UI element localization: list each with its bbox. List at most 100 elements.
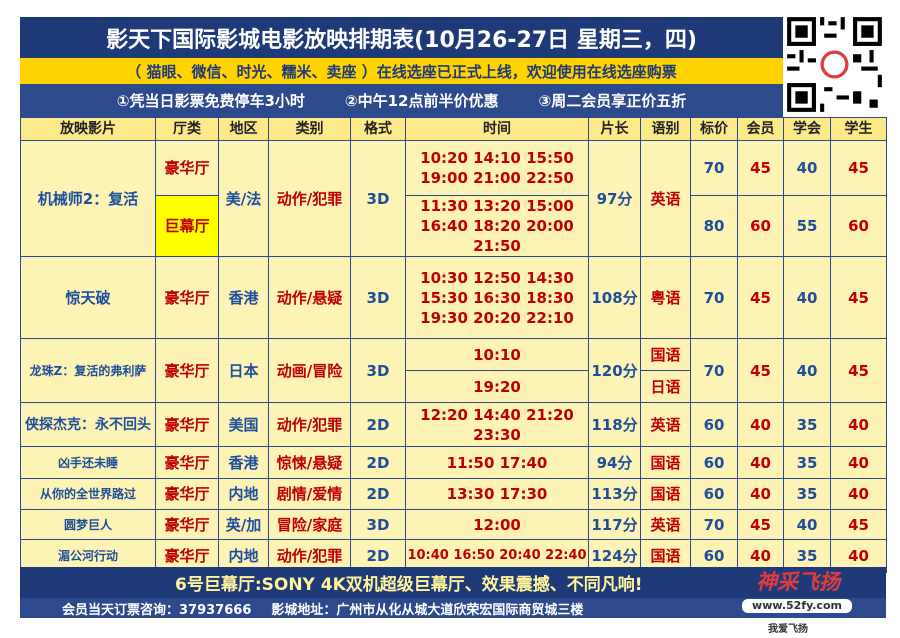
slogan: 我爱飞扬 (768, 624, 808, 635)
price: 45 (830, 256, 887, 339)
col-header: 放映影片 (20, 117, 156, 141)
region: 内地 (218, 478, 269, 510)
price: 45 (830, 140, 887, 196)
time-line: 23:30 (473, 425, 521, 444)
footer-info: 会员当天订票咨询：37937666 影城地址：广州市从化从城大道欣荣宏国际商贸城… (20, 598, 886, 618)
time-line: 21:50 (473, 237, 521, 255)
price: 40 (737, 402, 784, 447)
price: 45 (737, 256, 784, 339)
showtimes: 12:00 (405, 509, 589, 540)
film: 侠探杰克：永不回头 (20, 402, 156, 447)
region: 英/加 (218, 509, 269, 540)
language: 英语 (640, 402, 691, 447)
length: 108分 (588, 256, 641, 339)
showtimes: 12:20 14:40 21:20 23:30 (405, 402, 589, 447)
price: 45 (830, 338, 887, 403)
hall: 豪华厅 (155, 140, 219, 196)
col-header: 格式 (350, 117, 406, 141)
col-header: 学会 (783, 117, 831, 141)
price: 60 (737, 195, 784, 257)
price: 55 (783, 195, 831, 257)
hall: 豪华厅 (155, 402, 219, 447)
genre: 动作/悬疑 (268, 256, 351, 339)
price: 60 (690, 402, 738, 447)
showtimes: 10:10 (405, 338, 589, 371)
price: 60 (690, 478, 738, 510)
perk: ①凭当日影票免费停车3小时 (116, 92, 305, 110)
price: 35 (783, 402, 831, 447)
price: 45 (737, 338, 784, 403)
genre: 动作/犯罪 (268, 402, 351, 447)
showtimes: 10:30 12:50 14:30 15:30 16:30 18:30 19:30 … (405, 256, 589, 339)
perk: ③周二会员享正价五折 (538, 92, 687, 110)
price: 45 (737, 140, 784, 196)
qr-code (783, 13, 886, 116)
price: 35 (783, 478, 831, 510)
region: 日本 (218, 338, 269, 403)
time-line: 10:20 14:10 15:50 (420, 149, 574, 167)
title: 影天下国际影城电影放映排期表(10月26-27日 星期三，四) (20, 17, 783, 58)
language: 英语 (640, 140, 691, 257)
length: 97分 (588, 140, 641, 257)
time-line: 12:20 14:40 21:20 (420, 405, 574, 424)
time-line: 16:40 18:20 20:00 (420, 217, 574, 235)
price: 70 (690, 338, 738, 403)
price: 70 (690, 509, 738, 540)
price: 45 (830, 509, 887, 540)
film: 机械师2：复活 (20, 140, 156, 257)
showtimes: 19:20 (405, 370, 589, 403)
genre: 冒险/家庭 (268, 509, 351, 540)
price: 45 (737, 509, 784, 540)
genre: 动画/冒险 (268, 338, 351, 403)
logo: 神采飞扬 (756, 570, 840, 594)
price: 40 (783, 338, 831, 403)
price: 40 (783, 509, 831, 540)
col-header: 语别 (640, 117, 691, 141)
hall: 豪华厅 (155, 478, 219, 510)
language: 国语 (640, 478, 691, 510)
price: 40 (737, 446, 784, 479)
price: 40 (783, 140, 831, 196)
price: 80 (690, 195, 738, 257)
language: 国语 (640, 446, 691, 479)
price: 40 (830, 446, 887, 479)
col-header: 片长 (588, 117, 641, 141)
hotline: 会员当天订票咨询：37937666 (62, 602, 252, 618)
format: 3D (350, 509, 406, 540)
film: 从你的全世界路过 (20, 478, 156, 510)
col-header: 地区 (218, 117, 269, 141)
format: 2D (350, 446, 406, 479)
price: 70 (690, 140, 738, 196)
film: 惊天破 (20, 256, 156, 339)
showtimes: 10:20 14:10 15:50 19:00 21:00 22:50 (405, 140, 589, 196)
hall: 巨幕厅 (155, 195, 219, 257)
notice: （ 猫眼、微信、时光、糯米、卖座 ）在线选座已正式上线，欢迎使用在线选座购票 (20, 58, 783, 84)
price: 40 (830, 478, 887, 510)
price: 40 (737, 478, 784, 510)
length: 113分 (588, 478, 641, 510)
price: 60 (690, 446, 738, 479)
col-header: 时间 (405, 117, 589, 141)
language: 国语 (640, 338, 691, 371)
schedule-table: 放映影片 厅类 地区 类别 格式 时间 片长 语别 标价 会员 学会 学生 机械… (20, 117, 887, 573)
perk: ②中午12点前半价优惠 (344, 92, 499, 110)
genre: 动作/犯罪 (268, 140, 351, 257)
price: 35 (783, 446, 831, 479)
length: 118分 (588, 402, 641, 447)
showtimes: 11:30 13:20 15:00 16:40 18:20 20:00 21:50 (405, 195, 589, 257)
time-line: 19:00 21:00 22:50 (420, 169, 574, 187)
time-line: 11:30 13:20 15:00 (420, 197, 574, 215)
time-line: 10:30 12:50 14:30 (420, 268, 574, 287)
format: 3D (350, 140, 406, 257)
hall: 豪华厅 (155, 338, 219, 403)
length: 117分 (588, 509, 641, 540)
format: 2D (350, 478, 406, 510)
hall: 豪华厅 (155, 509, 219, 540)
language: 英语 (640, 509, 691, 540)
region: 美/法 (218, 140, 269, 257)
website: www.52fy.com (742, 599, 852, 613)
region: 美国 (218, 402, 269, 447)
price: 60 (830, 195, 887, 257)
length: 120分 (588, 338, 641, 403)
